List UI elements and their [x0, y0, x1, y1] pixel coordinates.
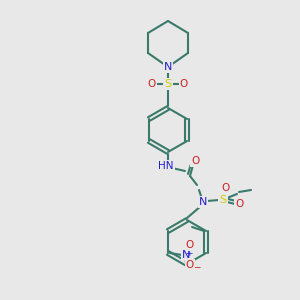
Text: O: O — [191, 156, 199, 166]
Text: O: O — [186, 260, 194, 270]
Text: −: − — [193, 262, 201, 272]
Text: O: O — [186, 240, 194, 250]
Text: HN: HN — [158, 161, 174, 171]
Text: O: O — [148, 79, 156, 89]
Text: S: S — [164, 79, 172, 89]
Text: S: S — [219, 195, 226, 205]
Text: O: O — [235, 199, 243, 209]
Text: N: N — [199, 197, 207, 207]
Text: N: N — [164, 62, 172, 72]
Text: N: N — [182, 250, 190, 260]
Text: O: O — [180, 79, 188, 89]
Text: +: + — [185, 248, 193, 257]
Text: O: O — [221, 183, 229, 193]
